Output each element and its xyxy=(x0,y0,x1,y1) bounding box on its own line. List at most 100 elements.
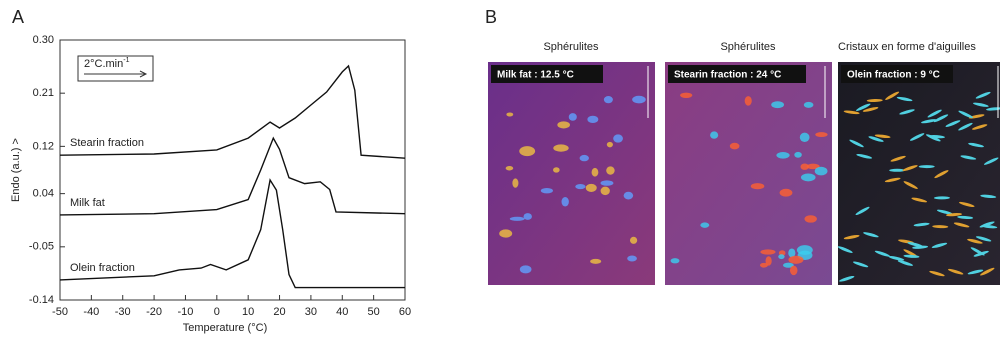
crystal xyxy=(710,131,719,139)
rate-superscript: -1 xyxy=(123,57,129,64)
x-tick-label: 50 xyxy=(368,306,380,318)
label-box xyxy=(841,65,953,83)
needle xyxy=(958,122,973,131)
needle xyxy=(899,109,915,115)
crystal xyxy=(509,216,525,221)
crystal xyxy=(579,154,589,162)
crystal xyxy=(523,213,532,220)
crystal xyxy=(568,113,577,121)
needle xyxy=(839,275,855,282)
crystal xyxy=(519,265,532,274)
curve xyxy=(59,64,406,159)
crystal xyxy=(800,173,816,182)
needle xyxy=(902,165,918,172)
needle xyxy=(903,254,920,258)
micrograph xyxy=(488,62,655,285)
series-label: Stearin fraction xyxy=(70,137,144,149)
crystal xyxy=(680,92,693,98)
series-label: Olein fraction xyxy=(70,262,135,274)
needle xyxy=(874,250,890,257)
needle xyxy=(868,136,884,142)
needle xyxy=(921,119,937,124)
crystal xyxy=(629,236,638,244)
needle xyxy=(958,110,973,119)
needle xyxy=(897,260,913,266)
needle xyxy=(912,245,929,249)
crystal xyxy=(803,101,814,108)
x-tick-label: 0 xyxy=(214,306,220,318)
needle xyxy=(863,232,879,238)
needle xyxy=(946,213,962,217)
crystal xyxy=(788,248,796,258)
crystal xyxy=(606,166,615,175)
needle xyxy=(981,224,998,229)
curve xyxy=(59,136,406,216)
x-axis-label: Temperature (°C) xyxy=(183,322,267,334)
needle xyxy=(927,109,942,118)
series-label: Milk fat xyxy=(70,197,105,209)
x-tick-label: -50 xyxy=(52,306,68,318)
needle xyxy=(973,250,989,257)
caption: Cristaux en forme d'aiguilles xyxy=(838,41,976,53)
crystal xyxy=(771,101,785,109)
needle xyxy=(874,134,891,139)
crystal xyxy=(505,165,514,171)
x-tick-label: -20 xyxy=(146,306,162,318)
crystal xyxy=(796,245,813,255)
needle xyxy=(855,206,870,216)
needle xyxy=(931,242,948,248)
crystal xyxy=(613,134,623,143)
crystal xyxy=(587,115,599,124)
crystal xyxy=(814,166,828,176)
crystal xyxy=(670,258,680,264)
crystal xyxy=(606,141,613,148)
y-tick-label: 0.12 xyxy=(33,140,54,152)
crystal xyxy=(804,215,817,223)
crystal xyxy=(744,96,752,106)
crystal xyxy=(499,229,513,238)
needle xyxy=(960,155,977,160)
crystal xyxy=(800,163,809,170)
x-tick-label: 30 xyxy=(305,306,317,318)
crystal xyxy=(575,184,586,190)
y-tick-label: 0.21 xyxy=(33,87,54,99)
crystal xyxy=(759,262,768,268)
needle xyxy=(837,246,853,253)
needle xyxy=(957,215,974,220)
crystal xyxy=(799,132,810,143)
x-tick-label: -30 xyxy=(115,306,131,318)
needle xyxy=(932,225,949,229)
needle xyxy=(884,177,901,183)
crystal xyxy=(590,258,602,264)
crystal xyxy=(591,167,599,177)
needle xyxy=(972,102,989,107)
needle xyxy=(843,110,860,115)
needle xyxy=(967,238,983,244)
crystal xyxy=(627,255,637,262)
needle xyxy=(929,270,945,277)
needle xyxy=(843,234,860,240)
crystal xyxy=(760,249,776,255)
needle xyxy=(889,168,906,172)
needle xyxy=(890,155,906,162)
crystal xyxy=(561,196,569,207)
crystal xyxy=(700,222,710,228)
needle xyxy=(856,103,871,111)
rate-text: 2°C.min xyxy=(84,58,123,70)
crystal xyxy=(779,188,793,197)
needle xyxy=(980,267,995,276)
panel-label: B xyxy=(485,7,497,27)
image-label: Stearin fraction : 24 °C xyxy=(674,70,781,81)
curve xyxy=(59,178,405,289)
crystal xyxy=(806,163,820,170)
panel-label: A xyxy=(12,7,24,27)
needle xyxy=(975,236,992,242)
crystal xyxy=(553,167,560,173)
needle xyxy=(913,222,930,227)
needle xyxy=(856,153,873,159)
needle xyxy=(918,165,935,169)
crystal xyxy=(585,183,597,192)
needle xyxy=(866,98,883,103)
x-tick-label: 20 xyxy=(273,306,285,318)
crystal xyxy=(557,121,570,129)
